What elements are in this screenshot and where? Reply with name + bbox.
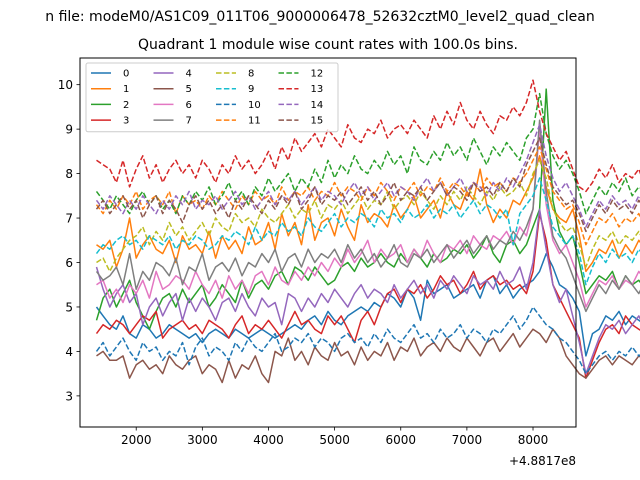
y-tick-label: 9 bbox=[65, 123, 73, 137]
axes-frame bbox=[79, 57, 577, 428]
series-line-8 bbox=[96, 159, 640, 273]
legend-box bbox=[85, 62, 339, 133]
series-line-2 bbox=[95, 88, 640, 330]
series-line-4 bbox=[95, 208, 640, 375]
series-line-5 bbox=[96, 328, 640, 384]
series-line-11 bbox=[95, 146, 640, 246]
chart-title: Quadrant 1 module wise count rates with … bbox=[138, 37, 518, 53]
x-tick-label: 5000 bbox=[319, 433, 350, 447]
legend-label-5: 5 bbox=[186, 84, 192, 95]
series-line-1 bbox=[96, 155, 640, 273]
series-line-10 bbox=[95, 306, 640, 375]
x-tick-label: 7000 bbox=[452, 433, 483, 447]
legend-label-1: 1 bbox=[123, 84, 129, 95]
series-line-3 bbox=[95, 212, 640, 379]
legend-label-14: 14 bbox=[311, 100, 324, 111]
x-offset-label: +4.8817e8 bbox=[509, 454, 576, 468]
y-tick-label: 4 bbox=[65, 345, 73, 359]
series-line-13 bbox=[96, 79, 640, 193]
x-tick-label: 2000 bbox=[121, 433, 152, 447]
y-tick-label: 5 bbox=[65, 300, 73, 314]
legend-label-12: 12 bbox=[311, 69, 324, 80]
legend-label-8: 8 bbox=[248, 69, 254, 80]
y-tick-label: 10 bbox=[58, 78, 73, 92]
y-tick-label: 7 bbox=[65, 212, 73, 226]
series-line-15 bbox=[95, 137, 640, 233]
legend-label-3: 3 bbox=[123, 116, 129, 127]
x-tick-label: 8000 bbox=[518, 433, 549, 447]
legend-label-15: 15 bbox=[311, 116, 324, 127]
legend-label-13: 13 bbox=[311, 84, 324, 95]
y-tick-label: 8 bbox=[65, 167, 73, 181]
series-line-9 bbox=[95, 177, 640, 286]
legend-label-4: 4 bbox=[186, 69, 192, 80]
legend-label-11: 11 bbox=[248, 116, 261, 127]
legend-label-2: 2 bbox=[123, 100, 129, 111]
x-tick-label: 4000 bbox=[253, 433, 284, 447]
y-tick-label: 3 bbox=[65, 389, 73, 403]
figure-suptitle: n file: modeM0/AS1C09_011T06_9000006478_… bbox=[45, 9, 594, 25]
y-tick-label: 6 bbox=[65, 256, 73, 270]
series-line-7 bbox=[95, 119, 640, 313]
series-line-12 bbox=[95, 92, 640, 215]
axis-ticks: 2000 3000 4000 5000 6000 7000 8000 3 4 5 6 7 8 9 10 bbox=[58, 78, 549, 447]
series-line-6 bbox=[96, 128, 640, 308]
plot-lines bbox=[95, 79, 640, 384]
series-line-0 bbox=[95, 252, 640, 357]
x-tick-label: 6000 bbox=[385, 433, 416, 447]
legend-label-6: 6 bbox=[186, 100, 192, 111]
legend-label-0: 0 bbox=[123, 69, 129, 80]
legend-label-10: 10 bbox=[248, 100, 261, 111]
legend-label-7: 7 bbox=[186, 116, 192, 127]
legend-label-9: 9 bbox=[248, 84, 254, 95]
x-tick-label: 3000 bbox=[187, 433, 218, 447]
